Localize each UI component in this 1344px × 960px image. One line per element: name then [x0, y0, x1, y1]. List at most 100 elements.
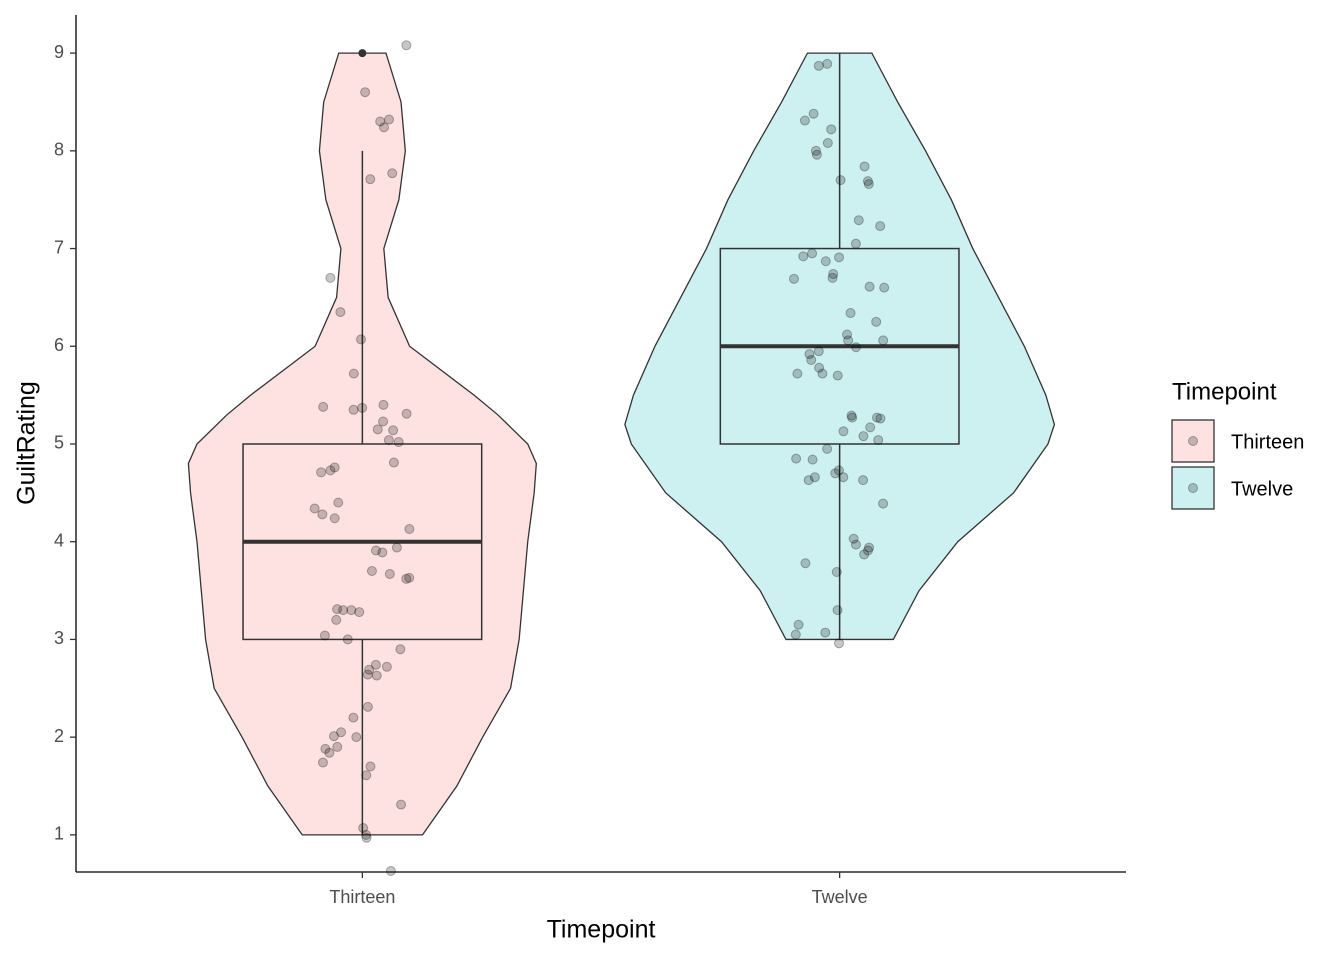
point: [875, 413, 886, 424]
point: [879, 282, 890, 293]
point: [826, 124, 837, 135]
point: [320, 743, 331, 754]
point: [354, 607, 365, 618]
point: [384, 568, 395, 579]
point: [808, 108, 819, 119]
point: [834, 252, 845, 263]
point: [378, 416, 389, 427]
point: [799, 115, 810, 126]
point: [371, 670, 382, 681]
point: [404, 572, 415, 583]
y-tick-label: 9: [54, 42, 64, 62]
point: [348, 404, 359, 415]
point: [333, 497, 344, 508]
point: [360, 87, 371, 98]
point: [317, 509, 328, 520]
point: [381, 661, 392, 672]
point: [356, 334, 367, 345]
point: [838, 426, 849, 437]
point: [332, 604, 343, 615]
point: [832, 370, 843, 381]
point: [348, 712, 359, 723]
point: [361, 770, 372, 781]
legend-title: Timepoint: [1172, 378, 1277, 405]
point: [370, 545, 381, 556]
point: [865, 422, 876, 433]
point: [365, 174, 376, 185]
point: [850, 539, 861, 550]
point: [803, 475, 814, 486]
legend-key-point: [1188, 436, 1198, 446]
point: [838, 472, 849, 483]
point: [361, 832, 372, 843]
point: [383, 435, 394, 446]
point: [401, 573, 412, 584]
point: [318, 401, 329, 412]
point: [850, 238, 861, 249]
point: [804, 349, 815, 360]
point: [346, 605, 357, 616]
point: [325, 465, 336, 476]
point: [863, 545, 874, 556]
point: [817, 368, 828, 379]
point: [822, 58, 833, 69]
point: [401, 408, 412, 419]
point: [809, 472, 820, 483]
point: [858, 431, 869, 442]
point: [362, 701, 373, 712]
point: [864, 281, 875, 292]
point: [393, 437, 404, 448]
point: [864, 542, 875, 553]
point: [807, 454, 818, 465]
point: [792, 368, 803, 379]
point: [862, 176, 873, 187]
point: [396, 799, 407, 810]
point: [366, 566, 377, 577]
point: [859, 161, 870, 172]
point: [853, 215, 864, 226]
point: [863, 179, 874, 190]
point: [811, 149, 822, 160]
point: [388, 425, 399, 436]
point: [820, 627, 831, 638]
point: [842, 329, 853, 340]
point: [401, 40, 412, 51]
point: [357, 402, 368, 413]
point: [364, 664, 375, 675]
point: [814, 362, 825, 373]
point: [404, 524, 415, 535]
point: [387, 168, 398, 179]
point: [377, 547, 388, 558]
legend-key: [1171, 419, 1215, 463]
point: [391, 542, 402, 553]
point: [820, 256, 831, 267]
x-tick-label: Twelve: [812, 887, 868, 907]
point: [847, 412, 858, 423]
point: [793, 619, 804, 630]
y-tick-label: 7: [54, 237, 64, 257]
point: [395, 644, 406, 655]
point: [384, 114, 395, 125]
point: [329, 513, 340, 524]
legend-key: [1171, 466, 1215, 510]
point: [833, 465, 844, 476]
point: [843, 335, 854, 346]
point: [845, 308, 856, 319]
point: [830, 468, 841, 479]
outlier: [358, 49, 367, 58]
point: [873, 435, 884, 446]
point: [351, 732, 362, 743]
y-tick-label: 1: [54, 824, 64, 844]
y-tick-label: 6: [54, 335, 64, 355]
point: [385, 866, 396, 877]
y-axis-title: GuiltRating: [13, 381, 41, 505]
point: [807, 248, 818, 259]
point: [331, 614, 342, 625]
point: [813, 60, 824, 71]
point: [325, 272, 336, 283]
point: [332, 741, 343, 752]
point: [309, 503, 320, 514]
point: [846, 410, 857, 421]
x-axis-title: Timepoint: [547, 916, 656, 944]
point: [378, 399, 389, 410]
